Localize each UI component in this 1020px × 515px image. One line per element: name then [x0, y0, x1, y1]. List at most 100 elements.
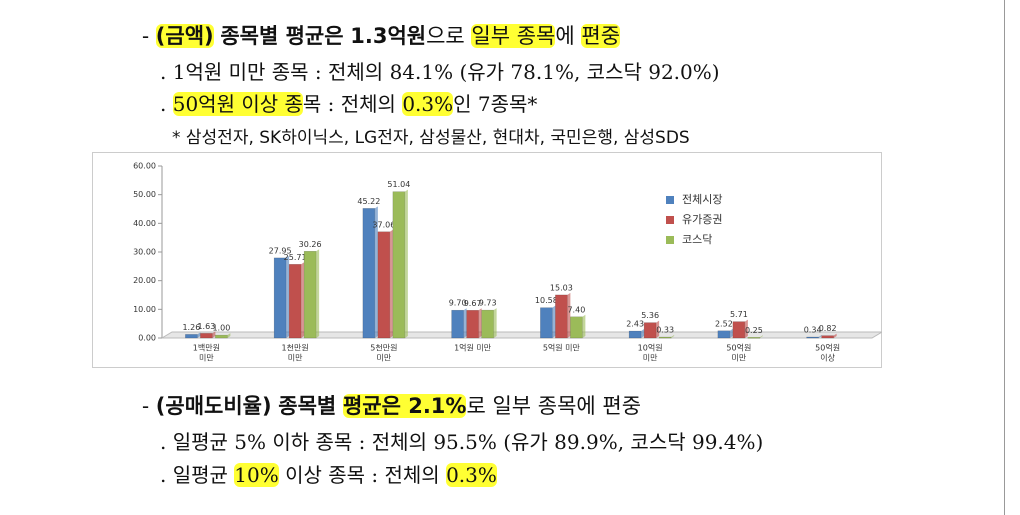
- bullet-line: . 1억원 미만 종목 : 전체의 84.1% (유가 78.1%, 코스닥 9…: [160, 60, 720, 84]
- bar: [303, 251, 317, 339]
- legend-label: 유가증권: [682, 213, 722, 226]
- data-label: 9.73: [479, 299, 497, 308]
- text: 0.3%: [446, 463, 497, 487]
- bar-side: [286, 255, 290, 338]
- bar: [747, 337, 761, 339]
- y-tick-label: 50.00: [133, 190, 156, 199]
- text: (공매도비율): [155, 394, 272, 418]
- bar: [451, 309, 464, 339]
- data-label: 27.95: [269, 246, 292, 255]
- text: .: [160, 92, 167, 116]
- text: 이상 종목 : 전체의: [285, 463, 440, 487]
- text: 로 일부 종목에 편중: [466, 394, 642, 418]
- bar: [821, 335, 834, 339]
- data-label: 1.63: [197, 322, 215, 331]
- y-tick-label: 10.00: [133, 305, 156, 314]
- bullet-line: . 일평균 5% 이하 종목 : 전체의 95.5% (유가 89.9%, 코스…: [160, 430, 764, 454]
- floor: [160, 331, 882, 339]
- data-label: 0.82: [819, 324, 837, 333]
- bar-side: [316, 249, 320, 338]
- x-tick-label: 1천만원: [282, 343, 309, 353]
- x-tick-label: 10억원: [638, 343, 663, 353]
- text: 편중: [581, 24, 621, 48]
- heading: - (금액) 종목별 평균은 1.3억원으로 일부 종목에 편중: [142, 20, 621, 50]
- y-tick-label: 40.00: [133, 219, 156, 228]
- x-tick-label: 미만: [288, 354, 303, 363]
- bar: [185, 334, 198, 339]
- legend-label: 전체시장: [682, 193, 722, 206]
- bar-side: [567, 292, 571, 338]
- bar-side: [759, 335, 763, 338]
- data-label: 5.71: [730, 310, 748, 319]
- bar: [555, 294, 568, 339]
- text: 종목별 평균은: [220, 24, 344, 48]
- bullet-line: . 일평균 10% 이상 종목 : 전체의 0.3%: [160, 459, 497, 488]
- data-label: 51.04: [387, 180, 410, 189]
- bar-side: [227, 333, 231, 338]
- x-tick-label: 50억원: [815, 343, 840, 353]
- text: 50억원 이상 종: [172, 92, 303, 116]
- bar-side: [404, 189, 408, 338]
- dash: -: [142, 24, 150, 48]
- data-label: 2.43: [626, 320, 644, 329]
- bar-side: [671, 335, 675, 338]
- bar-side: [374, 206, 378, 338]
- bar-side: [301, 262, 305, 338]
- bar-side: [212, 331, 216, 338]
- bar: [273, 257, 287, 339]
- bar-side: [478, 308, 482, 338]
- legend-label: 코스닥: [682, 233, 712, 246]
- x-tick-label: 미만: [643, 354, 658, 363]
- text: 일부 종목: [471, 24, 556, 48]
- y-tick-label: 30.00: [133, 248, 156, 257]
- bar: [392, 191, 406, 339]
- bar: [288, 264, 302, 339]
- data-label: 0.25: [745, 326, 763, 335]
- bar: [732, 321, 746, 339]
- bar: [200, 333, 213, 339]
- data-label: 1.26: [182, 323, 200, 332]
- bar-side: [744, 319, 748, 338]
- bar-side: [582, 314, 586, 338]
- x-tick-label: 5억원 미만: [543, 343, 581, 353]
- data-label: 9.70: [449, 299, 467, 308]
- text: 10%: [234, 463, 279, 487]
- text: 으로: [426, 24, 465, 48]
- data-label: 0.33: [656, 326, 674, 335]
- text: . 일평균: [160, 463, 228, 487]
- bar-side: [729, 328, 733, 338]
- bar: [481, 309, 494, 339]
- bar: [377, 231, 391, 339]
- dash: -: [142, 394, 150, 418]
- heading: - (공매도비율) 종목별 평균은 2.1%로 일부 종목에 편중: [142, 390, 641, 420]
- chart: 0.00 10.00 20.00 30.00 40.00 50.00 60.00 1백만원미만…: [92, 152, 882, 368]
- legend-swatch: [666, 216, 674, 224]
- data-label: 45.22: [357, 197, 380, 206]
- data-label: 9.67: [464, 299, 482, 308]
- data-label: 25.71: [284, 253, 307, 262]
- bar-side: [552, 305, 556, 338]
- bar: [215, 334, 228, 339]
- bar: [658, 336, 672, 339]
- data-label: 30.26: [299, 240, 322, 249]
- text: 평균은 2.1%: [342, 394, 467, 418]
- bar: [643, 322, 657, 339]
- bar-side: [641, 329, 645, 338]
- text: 0.3%: [402, 92, 454, 116]
- text: 에: [555, 24, 575, 48]
- y-tick-label: 20.00: [133, 276, 156, 285]
- x-tick-label: 미만: [377, 354, 392, 363]
- bar-side: [833, 333, 837, 338]
- footnote: * 삼성전자, SK하이닉스, LG전자, 삼성물산, 현대차, 국민은행, 삼…: [172, 128, 690, 148]
- x-tick-label: 50억원: [726, 343, 751, 353]
- x-tick-label: 5천만원: [370, 343, 397, 353]
- x-tick-label: 1백만원: [193, 343, 220, 353]
- data-label: 15.03: [550, 283, 573, 292]
- text: 인 7종목*: [453, 92, 538, 116]
- data-label: 37.06: [372, 220, 395, 229]
- legend-swatch: [666, 196, 674, 204]
- text: 목 : 전체의: [302, 92, 396, 116]
- data-label: 10.58: [535, 296, 558, 305]
- x-tick-label: 미만: [199, 354, 214, 363]
- data-label: 2.52: [715, 319, 733, 328]
